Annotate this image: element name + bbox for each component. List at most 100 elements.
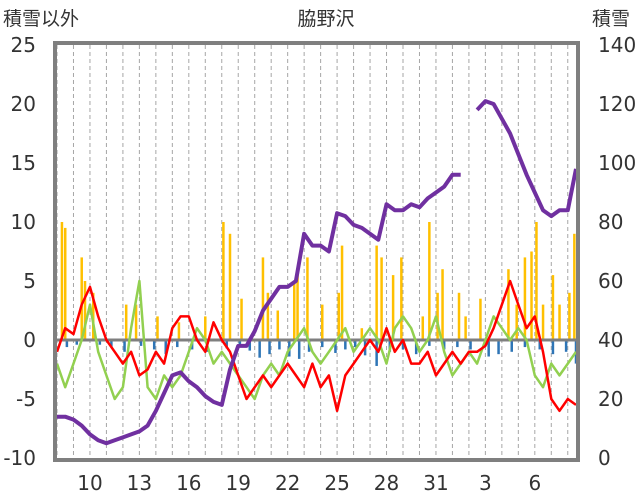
precip-bar [564,340,568,352]
snowfall-bar [156,316,159,340]
snowfall-bar [306,257,309,340]
left-tick-label: 25 [11,33,36,57]
precip-bar [551,340,555,355]
left-tick-label: 20 [11,92,36,116]
x-tick-label: 16 [176,471,201,495]
snowfall-bar [551,275,555,340]
precip-bar [65,340,69,348]
snowfall-bar [337,292,340,340]
precip-bar [268,340,271,355]
precip-bar [176,340,179,348]
precip-bar [344,340,347,350]
left-tick-label: 5 [23,269,36,293]
snowfall-bar [296,275,299,340]
snow-depth-line [57,172,461,446]
right-tick-label: 40 [598,328,623,352]
snowfall-bar [228,233,232,340]
snowfall-bar [375,245,378,340]
snowfall-bar [80,257,83,340]
precip-bar [375,340,378,366]
snowfall-bar [240,298,243,340]
snowfall-bar [523,257,527,340]
right-tick-label: 0 [598,446,611,470]
snowfall-bar [360,328,364,340]
precip-bar [152,340,156,350]
snowfall-bar [464,316,467,340]
snowfall-bar [222,222,225,340]
snowfall-bar [204,316,207,340]
precip-bar [238,340,242,348]
snowfall-bar [63,227,67,340]
right-axis-title: 積雪 [592,8,630,30]
left-tick-label: 10 [11,210,36,234]
snowfall-bar [400,257,403,340]
snowfall-bar [515,304,518,340]
snowfall-bar [507,269,510,340]
precip-bar [456,340,459,348]
precip-bar [248,340,252,351]
left-axis-title: 積雪以外 [3,8,79,30]
snowfall-bar [321,304,324,340]
x-tick-label: 28 [374,471,399,495]
precip-bar [75,340,79,345]
snowfall-bar [261,257,265,340]
precip-bar [123,340,126,352]
snowfall-bar [436,292,439,340]
snowfall-bar [441,269,444,340]
snowfall-bar [177,322,181,340]
chart-title: 脇野沢 [297,8,354,30]
precip-bar [510,340,513,352]
snowfall-bar [428,222,431,340]
snowfall-bar [340,245,344,340]
precip-bar [164,340,167,355]
snowfall-bar [124,304,128,340]
x-tick-label: 19 [226,471,251,495]
x-tick-label: 31 [423,471,448,495]
snowfall-bar [83,281,87,340]
precip-bar [225,340,228,349]
precip-bar [321,340,324,348]
snowfall-bar [457,292,461,340]
snowfall-bar [568,292,571,340]
snowfall-bar [380,257,383,340]
snowfall-bar [293,281,296,340]
bar-series [57,222,578,366]
precip-bar [414,340,418,355]
precip-bar [523,340,527,348]
precip-bar [139,340,143,346]
precip-bar [469,340,472,350]
line-series [55,99,578,446]
left-tick-label: 0 [23,328,36,352]
left-axis-ticks: -10 -5 0 5 10 15 20 25 [3,33,36,470]
precip-bar [297,340,301,359]
x-axis-ticks: 10 13 16 19 22 25 28 31 3 6 [77,471,541,495]
plot-frame [53,41,580,462]
snowfall-bar [421,316,425,340]
right-tick-label: 60 [598,269,623,293]
snowfall-bar [134,304,138,340]
snowfall-bar [391,275,395,340]
min-temp-line [55,279,578,401]
x-tick-label: 22 [275,471,300,495]
right-tick-label: 140 [598,33,636,57]
x-tick-label: 25 [324,471,349,495]
precip-bar [278,340,281,350]
vertical-grid [56,45,569,458]
snowfall-bar [479,298,482,340]
right-tick-label: 120 [598,92,636,116]
precip-bar [98,340,102,345]
x-tick-label: 10 [77,471,102,495]
precip-bar [497,340,500,355]
right-axis-ticks: 0 20 40 60 80 100 120 140 [598,33,636,470]
snowfall-bar [60,222,64,340]
snowfall-bar [573,233,576,340]
x-tick-label: 6 [528,471,541,495]
precip-bar [442,340,446,350]
precip-bar [334,340,337,353]
left-tick-label: -5 [16,387,36,411]
precip-bar [110,340,113,348]
left-tick-label: 15 [11,151,36,175]
precip-bar [428,340,431,346]
precip-bar [487,340,490,357]
